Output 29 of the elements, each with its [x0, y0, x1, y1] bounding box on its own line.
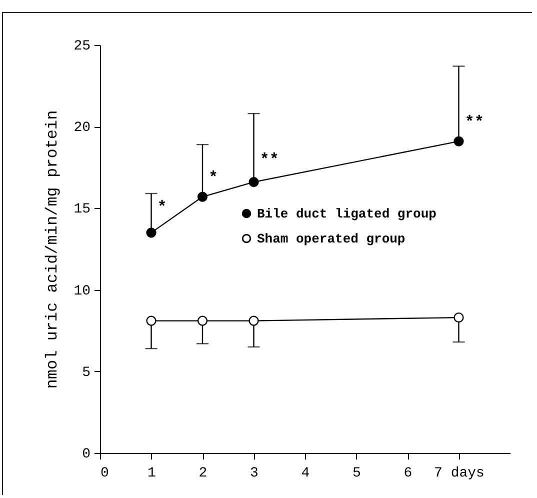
annotation: **: [260, 151, 279, 170]
point: [197, 192, 208, 202]
x-tick-label: 3: [250, 466, 258, 482]
point: [146, 228, 156, 238]
point: [197, 316, 208, 326]
y-tick-label: 10: [74, 283, 90, 300]
x-tick-label: 4: [301, 466, 310, 482]
y-tick-label: 0: [82, 446, 90, 462]
legend-label: Bile duct ligated group: [257, 206, 437, 222]
annotation: *: [157, 198, 167, 217]
y-tick-label: 20: [74, 120, 90, 136]
legend-label: Sham operated group: [257, 232, 406, 246]
x-tick-label: 1: [148, 466, 156, 482]
y-axis-title: nmol uric acid/min/mg protein: [44, 110, 62, 389]
y-tick-label: 15: [74, 202, 90, 218]
x-tick-label: 2: [198, 466, 208, 482]
point: [454, 312, 464, 323]
point: [248, 177, 259, 188]
point: [146, 316, 156, 326]
x-tick-label: 7 days: [434, 466, 484, 482]
point: [454, 136, 464, 146]
y-tick-label: 5: [82, 364, 90, 381]
x-tick-label: 0: [100, 466, 109, 482]
annotation: **: [464, 114, 484, 132]
point: [248, 316, 259, 326]
y-tick-label: 25: [74, 38, 90, 54]
x-tick-label: 5: [352, 466, 361, 482]
annotation: *: [208, 169, 218, 188]
x-tick-label: 6: [404, 466, 412, 482]
